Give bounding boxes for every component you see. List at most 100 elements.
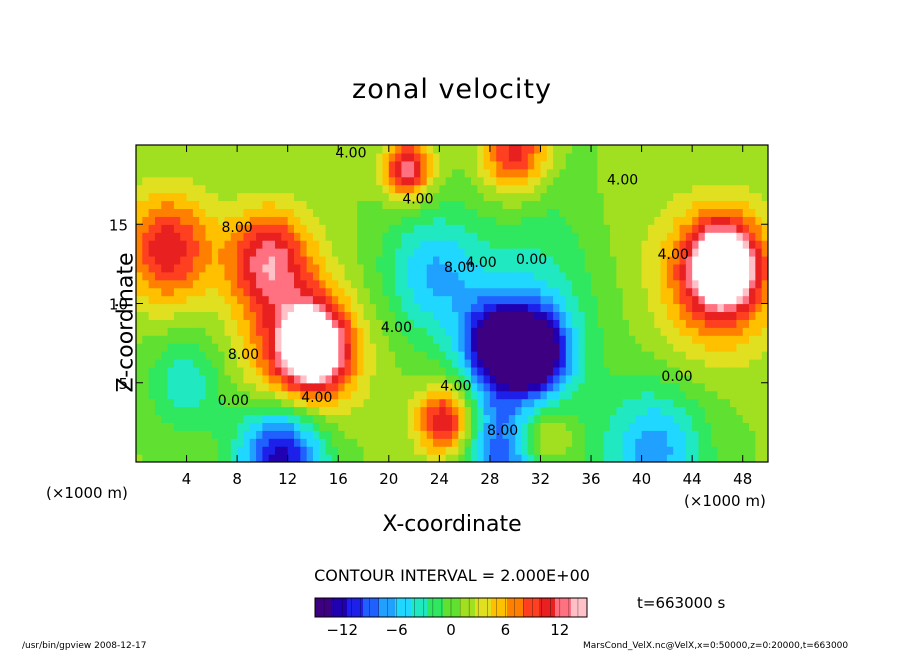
field-cell bbox=[199, 192, 207, 202]
field-cell bbox=[262, 271, 270, 281]
field-cell bbox=[458, 295, 466, 305]
field-cell bbox=[319, 168, 327, 178]
x-tick-label: 8 bbox=[232, 470, 242, 488]
field-cell bbox=[578, 168, 586, 178]
field-cell bbox=[546, 327, 554, 336]
field-cell bbox=[148, 351, 156, 360]
field-cell bbox=[262, 422, 270, 431]
field-cell bbox=[186, 422, 194, 431]
field-cell bbox=[749, 343, 756, 352]
contour-label: 4.00 bbox=[301, 390, 332, 406]
field-cell bbox=[502, 422, 510, 431]
field-cell bbox=[325, 311, 333, 320]
field-cell bbox=[477, 216, 485, 225]
field-cell bbox=[256, 382, 263, 392]
field-cell bbox=[452, 271, 459, 281]
field-cell bbox=[192, 366, 200, 376]
field-cell bbox=[205, 351, 213, 360]
field-cell bbox=[540, 240, 548, 249]
field-cell bbox=[426, 263, 434, 273]
field-cell bbox=[603, 414, 611, 423]
field-cell bbox=[553, 224, 561, 233]
field-cell bbox=[338, 208, 346, 217]
field-cell bbox=[395, 335, 403, 344]
field-cell bbox=[407, 438, 415, 447]
field-cell bbox=[483, 263, 491, 273]
field-cell bbox=[173, 232, 181, 241]
field-cell bbox=[376, 168, 384, 178]
field-cell bbox=[136, 248, 143, 257]
field-cell bbox=[496, 176, 504, 186]
field-cell bbox=[357, 422, 365, 431]
field-cell bbox=[515, 145, 523, 154]
field-cell bbox=[344, 295, 352, 305]
field-cell bbox=[641, 319, 649, 328]
field-cell bbox=[616, 255, 624, 265]
field-cell bbox=[730, 192, 737, 202]
field-cell bbox=[312, 152, 320, 162]
field-cell bbox=[711, 382, 719, 392]
field-cell bbox=[433, 366, 440, 376]
field-cell bbox=[452, 160, 459, 170]
field-cell bbox=[647, 335, 655, 344]
field-cell bbox=[704, 446, 712, 455]
field-cell bbox=[249, 390, 257, 400]
field-cell bbox=[173, 168, 181, 178]
field-cell bbox=[654, 382, 662, 392]
field-cell bbox=[452, 216, 459, 225]
field-cell bbox=[508, 287, 516, 297]
field-cell bbox=[136, 422, 143, 431]
field-cell bbox=[572, 248, 579, 257]
field-cell bbox=[534, 351, 542, 360]
field-cell bbox=[761, 438, 768, 447]
field-cell bbox=[483, 446, 491, 455]
field-cell bbox=[445, 446, 453, 455]
field-cell bbox=[458, 263, 466, 273]
field-cell bbox=[325, 287, 333, 297]
field-cell bbox=[723, 438, 731, 447]
field-cell bbox=[477, 454, 485, 462]
field-cell bbox=[660, 216, 668, 225]
field-cell bbox=[167, 287, 175, 297]
field-cell bbox=[496, 335, 504, 344]
field-cell bbox=[262, 232, 270, 241]
field-cell bbox=[610, 168, 617, 178]
field-cell bbox=[369, 414, 377, 423]
field-cell bbox=[230, 168, 238, 178]
field-cell bbox=[635, 248, 643, 257]
field-cell bbox=[641, 374, 649, 384]
field-cell bbox=[502, 335, 510, 344]
field-cell bbox=[622, 446, 630, 455]
field-cell bbox=[433, 200, 440, 210]
field-cell bbox=[534, 398, 542, 408]
field-cell bbox=[622, 216, 630, 225]
field-cell bbox=[199, 176, 207, 186]
field-cell bbox=[635, 422, 643, 431]
field-cell bbox=[439, 255, 447, 265]
field-cell bbox=[192, 319, 200, 328]
field-cell bbox=[136, 208, 143, 217]
field-cell bbox=[388, 319, 396, 328]
field-cell bbox=[559, 319, 567, 328]
field-cell bbox=[591, 287, 598, 297]
field-cell bbox=[173, 390, 181, 400]
field-cell bbox=[704, 319, 712, 328]
field-cell bbox=[559, 232, 567, 241]
field-cell bbox=[673, 422, 681, 431]
field-cell bbox=[647, 200, 655, 210]
field-cell bbox=[641, 335, 649, 344]
field-cell bbox=[312, 422, 320, 431]
field-cell bbox=[717, 414, 725, 423]
field-cell bbox=[287, 438, 295, 447]
field-cell bbox=[218, 319, 226, 328]
field-cell bbox=[369, 430, 377, 439]
field-cell bbox=[458, 382, 466, 392]
field-cell bbox=[452, 168, 459, 178]
field-cell bbox=[268, 279, 276, 289]
field-cell bbox=[603, 406, 611, 416]
field-cell bbox=[603, 366, 611, 376]
field-cell bbox=[161, 398, 169, 408]
field-cell bbox=[742, 311, 750, 320]
field-cell bbox=[723, 366, 731, 376]
contour-label: 0.00 bbox=[218, 393, 249, 409]
